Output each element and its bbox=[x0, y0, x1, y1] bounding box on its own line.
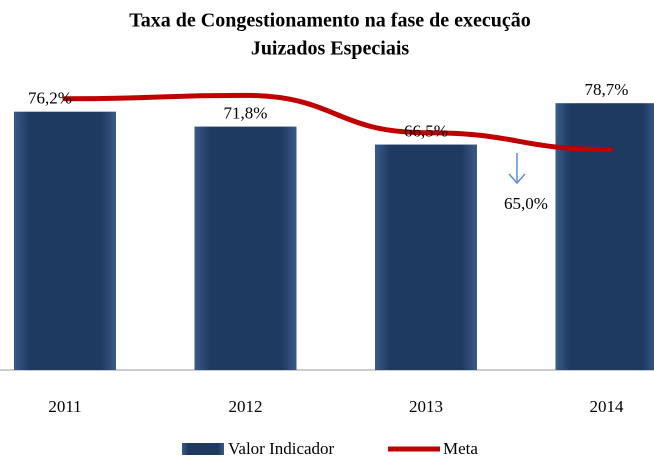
bar bbox=[375, 144, 477, 370]
bar bbox=[14, 111, 116, 370]
x-tick-label: 2014 bbox=[590, 397, 625, 416]
data-label: 78,7% bbox=[585, 80, 629, 99]
data-label: 76,2% bbox=[28, 89, 72, 108]
chart-subtitle: Juizados Especiais bbox=[251, 38, 410, 60]
chart-title: Taxa de Congestionamento na fase de exec… bbox=[129, 10, 530, 32]
meta-line bbox=[62, 92, 613, 153]
x-tick-label: 2013 bbox=[409, 397, 443, 416]
data-label: 66,5% bbox=[404, 121, 448, 140]
annotation-arrowhead bbox=[508, 173, 526, 185]
data-label: 71,8% bbox=[224, 104, 268, 123]
legend-swatch bbox=[182, 443, 224, 455]
x-tick-label: 2011 bbox=[48, 397, 81, 416]
bar bbox=[555, 103, 654, 370]
legend-label: Valor Indicador bbox=[228, 439, 335, 458]
legend-label: Meta bbox=[443, 439, 478, 458]
annotation: 65,0% bbox=[504, 194, 548, 213]
bar bbox=[194, 126, 297, 371]
x-tick-label: 2012 bbox=[229, 397, 263, 416]
